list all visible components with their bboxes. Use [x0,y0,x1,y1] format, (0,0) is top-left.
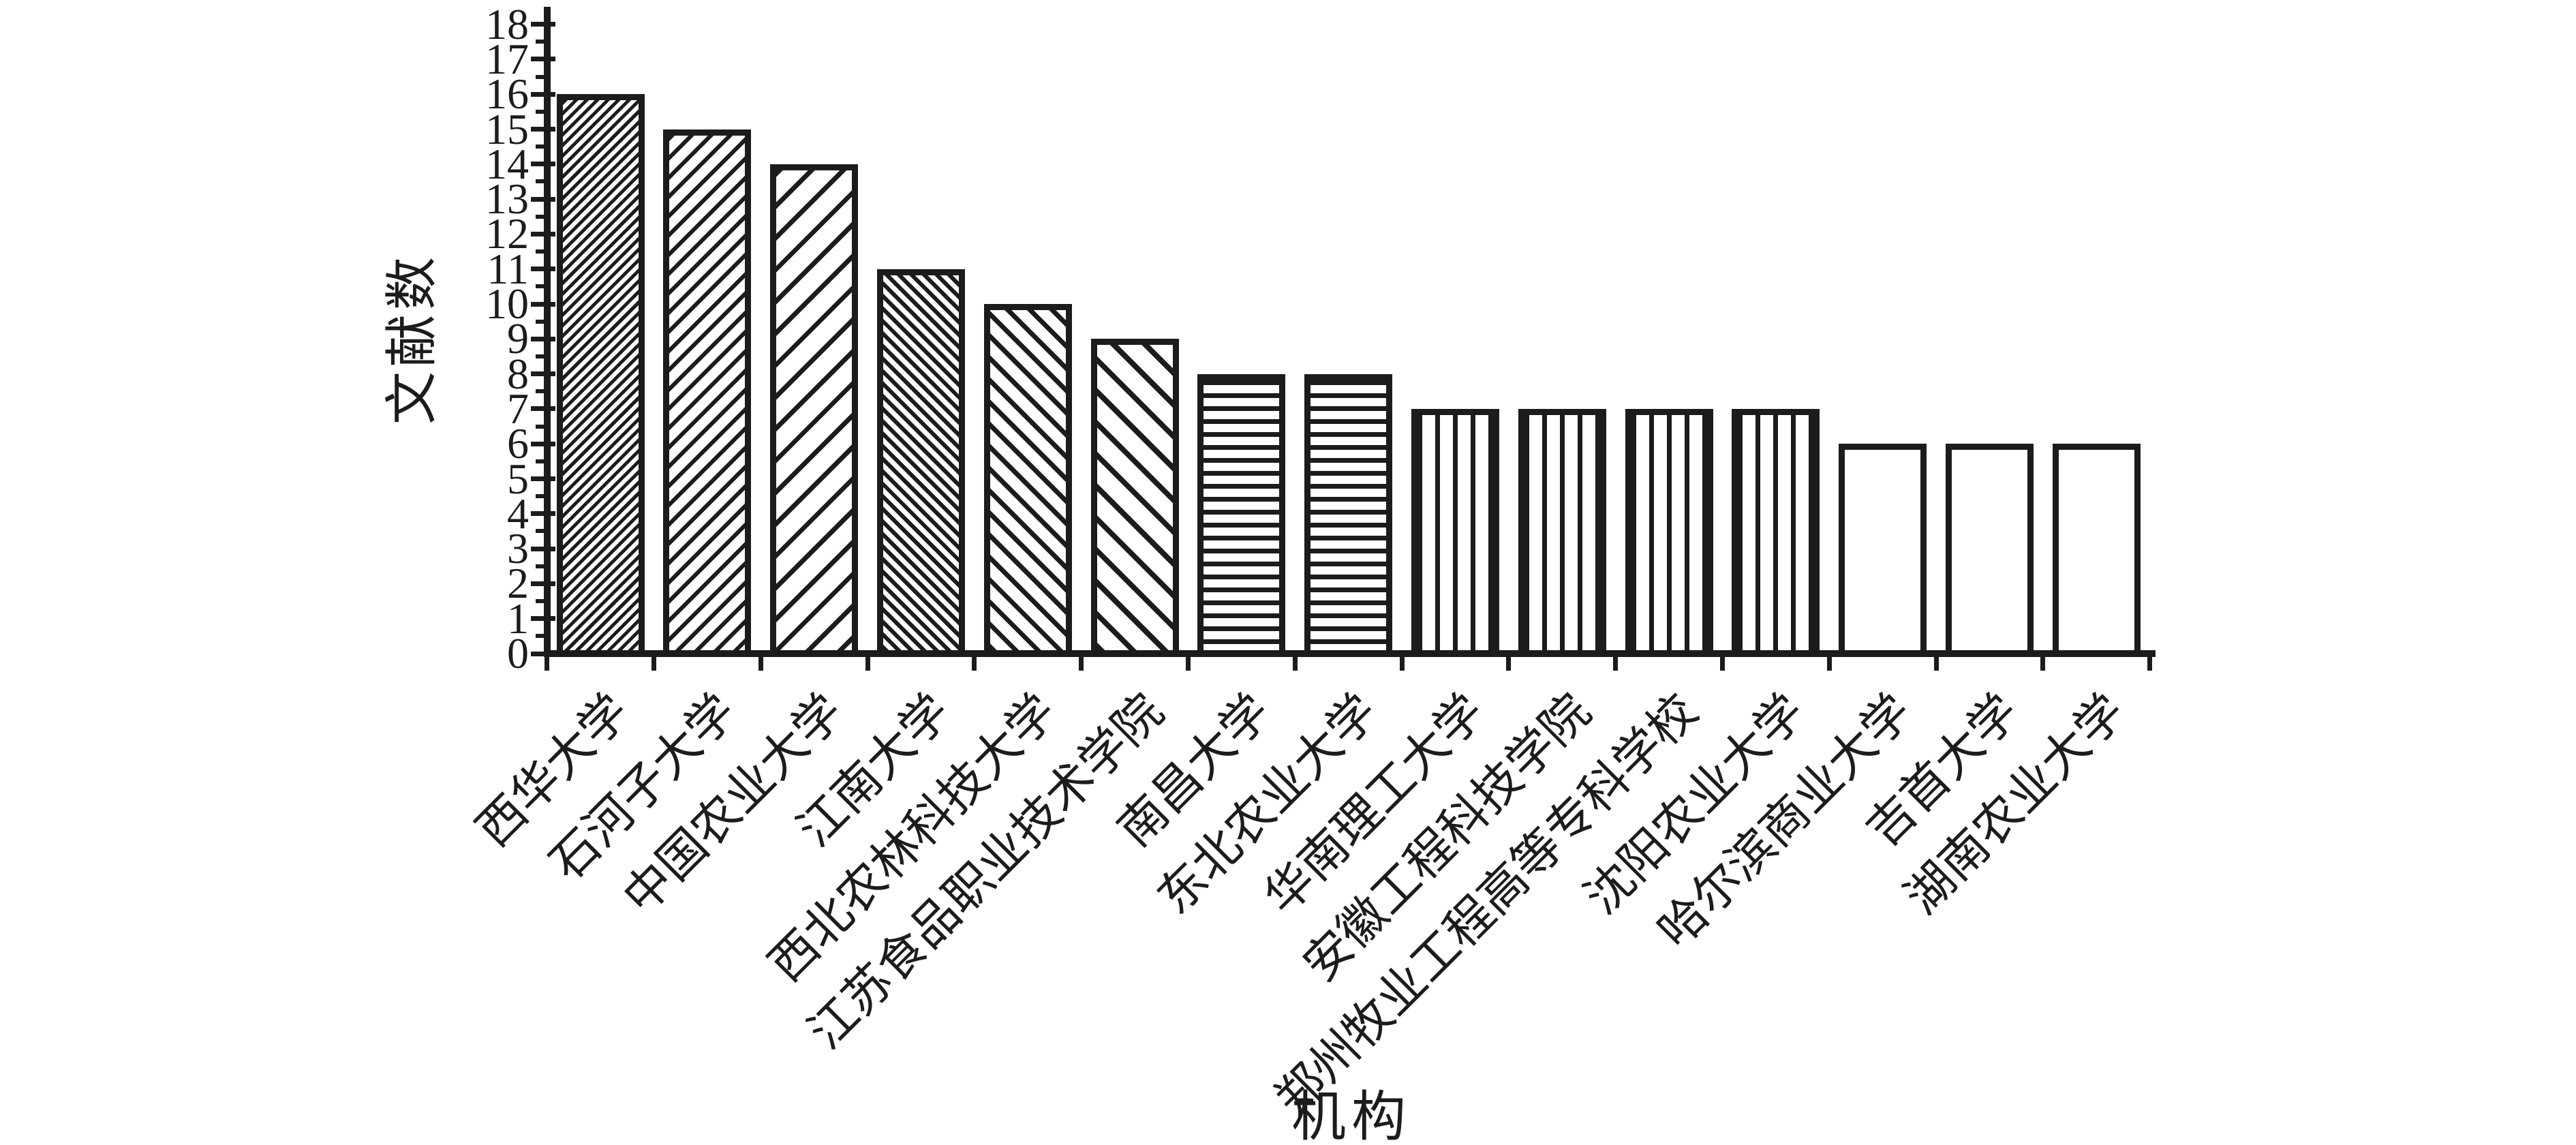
y-tick-label: 10 [485,279,529,328]
y-minor-tick [536,179,551,184]
y-major-tick [531,476,555,481]
x-tick [1506,656,1512,671]
x-tick [2040,656,2046,671]
y-minor-tick [536,109,551,114]
y-tick-label: 14 [485,139,529,188]
x-axis-title: 机构 [1291,1088,1411,1145]
y-minor-tick [536,389,551,394]
y-minor-tick [536,319,551,324]
x-tick [545,656,550,671]
x-axis-line [544,650,2156,657]
y-minor-tick [536,284,551,289]
x-tick [865,656,870,671]
bar [1946,444,2034,656]
y-major-tick [531,336,555,341]
y-tick-label: 2 [507,559,529,608]
x-tick [758,656,763,671]
y-major-tick [531,91,555,97]
y-major-tick [531,162,555,167]
y-tick-label: 5 [507,454,529,503]
bar [663,129,752,656]
bar [556,94,645,656]
y-major-tick [531,266,555,272]
y-minor-tick [536,214,551,219]
bar [983,304,1072,656]
y-axis-title: 文献数 [382,252,442,425]
y-major-tick [531,231,555,236]
y-major-tick [531,581,555,586]
y-axis-line [544,7,551,657]
y-major-tick [531,616,555,622]
y-tick-label: 12 [485,209,529,258]
y-minor-tick [536,634,551,639]
y-tick-label: 8 [507,349,529,398]
x-tick [972,656,977,671]
y-minor-tick [536,529,551,534]
bar [2052,444,2141,656]
bar [1304,373,1393,656]
y-minor-tick [536,144,551,149]
bar [1732,408,1820,656]
y-minor-tick [536,494,551,499]
y-major-tick [531,441,555,446]
y-tick-label: 18 [485,0,529,48]
y-major-tick [531,22,555,27]
y-tick-label: 4 [507,489,529,538]
bar [1625,408,1713,656]
x-tick [651,656,656,671]
bar [770,164,859,656]
y-tick-label: 6 [507,419,529,468]
y-minor-tick [536,564,551,568]
y-major-tick [531,406,555,412]
bar [1839,444,1927,656]
y-major-tick [531,301,555,307]
x-tick [2147,656,2153,671]
y-tick-label: 9 [507,314,529,363]
y-minor-tick [536,354,551,358]
y-tick-label: 16 [485,70,529,119]
y-minor-tick [536,599,551,604]
x-tick [1079,656,1084,671]
y-major-tick [531,371,555,377]
bar [1090,339,1179,656]
y-tick-label: 0 [507,629,529,677]
y-major-tick [531,127,555,132]
y-major-tick [531,196,555,202]
x-tick [1933,656,1939,671]
y-major-tick [531,651,555,656]
x-tick [1613,656,1619,671]
y-minor-tick [536,40,551,44]
bar [1411,408,1499,656]
x-tick [1292,656,1298,671]
y-major-tick [531,511,555,517]
y-tick-label: 13 [485,174,529,224]
bar [1518,408,1606,656]
y-minor-tick [536,249,551,254]
bar [877,269,965,656]
y-major-tick [531,546,555,551]
y-tick-label: 1 [507,594,529,643]
y-tick-label: 15 [485,104,529,153]
x-tick [1826,656,1832,671]
y-tick-label: 3 [507,524,529,573]
y-major-tick [531,57,555,62]
y-minor-tick [536,424,551,429]
y-tick-label: 7 [507,384,529,433]
x-tick [1399,656,1405,671]
x-tick [1185,656,1191,671]
y-tick-label: 11 [487,244,529,293]
bar [1197,373,1286,656]
x-tick [1719,656,1725,671]
y-tick-label: 17 [485,34,529,83]
y-minor-tick [536,459,551,463]
y-minor-tick [536,74,551,79]
